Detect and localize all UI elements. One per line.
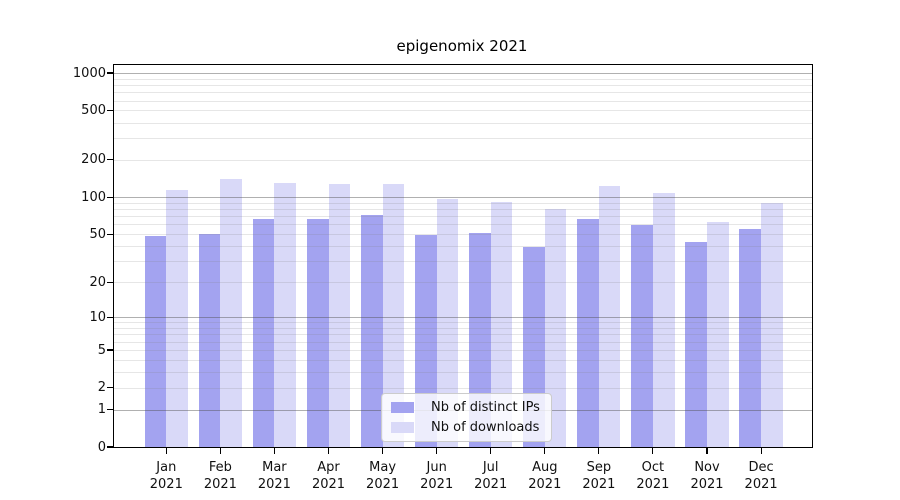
x-tick-label: Aug 2021 xyxy=(528,460,562,492)
legend-entry-downloads: Nb of downloads xyxy=(391,420,540,435)
x-tick-label: Dec 2021 xyxy=(744,460,778,492)
bar-distinct-ips-dec xyxy=(739,229,762,447)
bar-distinct-ips-may xyxy=(360,214,383,447)
bar-distinct-ips-mar xyxy=(252,218,275,447)
legend-swatch-downloads xyxy=(391,422,414,433)
minor-gridline xyxy=(114,78,812,80)
x-tick-mark xyxy=(436,448,438,454)
minor-gridline xyxy=(114,100,812,102)
x-tick-mark xyxy=(760,448,762,454)
y-tick-mark xyxy=(107,386,113,389)
bar-distinct-ips-oct xyxy=(631,225,653,447)
x-tick-label: Nov 2021 xyxy=(690,460,724,492)
x-tick-label: Jul 2021 xyxy=(474,460,508,492)
x-tick-mark xyxy=(219,448,221,454)
x-tick-mark xyxy=(165,448,167,454)
bar-distinct-ips-nov xyxy=(685,242,707,447)
y-tick-label: 0 xyxy=(97,439,106,455)
x-tick-mark xyxy=(382,448,384,454)
y-tick-mark xyxy=(107,446,113,448)
x-tick-label: Sep 2021 xyxy=(582,460,616,492)
y-tick-label: 1000 xyxy=(72,65,106,81)
bar-downloads-dec xyxy=(761,202,783,447)
x-tick-label: Feb 2021 xyxy=(203,460,237,492)
minor-gridline xyxy=(114,159,812,161)
x-tick-mark xyxy=(598,448,600,454)
legend-swatch-distinct-ips xyxy=(391,402,414,413)
legend-label-downloads: Nb of downloads xyxy=(431,420,540,435)
x-tick-mark xyxy=(652,448,654,454)
minor-gridline xyxy=(114,202,812,204)
minor-gridline xyxy=(114,138,812,139)
minor-gridline xyxy=(114,209,812,211)
bar-distinct-ips-jan xyxy=(144,236,167,447)
y-tick-mark xyxy=(107,159,113,161)
bar-downloads-jan xyxy=(166,190,188,447)
y-tick-label: 200 xyxy=(81,152,106,168)
minor-gridline xyxy=(114,85,812,86)
bar-downloads-oct xyxy=(652,192,675,447)
bar-downloads-mar xyxy=(274,183,297,447)
x-tick-mark xyxy=(544,448,546,454)
x-tick-mark xyxy=(490,448,492,454)
bar-downloads-feb xyxy=(220,179,242,447)
y-tick-label: 100 xyxy=(81,189,106,205)
bar-downloads-sep xyxy=(598,185,621,447)
x-tick-label: Mar 2021 xyxy=(257,460,291,492)
y-tick-label: 500 xyxy=(81,102,106,118)
y-tick-label: 1 xyxy=(97,402,106,417)
y-tick-mark xyxy=(107,349,113,351)
y-tick-mark xyxy=(107,196,113,198)
minor-gridline xyxy=(114,92,812,94)
bar-distinct-ips-feb xyxy=(198,234,221,447)
y-tick-label: 20 xyxy=(89,274,106,290)
y-tick-mark xyxy=(107,72,113,74)
y-tick-mark xyxy=(107,281,113,283)
y-tick-mark xyxy=(107,233,113,235)
legend-entry-distinct-ips: Nb of distinct IPs xyxy=(391,400,540,415)
chart-title: epigenomix 2021 xyxy=(396,37,528,55)
y-tick-mark xyxy=(107,408,113,411)
plot-area: Nb of distinct IPs Nb of downloads 0 1 2 5 1… xyxy=(73,64,813,492)
legend-label-distinct-ips: Nb of distinct IPs xyxy=(431,400,540,415)
bar-distinct-ips-sep xyxy=(577,219,599,447)
bar-downloads-apr xyxy=(328,183,351,447)
x-tick-label: Jan 2021 xyxy=(149,460,183,492)
y-tick-mark xyxy=(107,109,113,111)
legend: Nb of distinct IPs Nb of downloads xyxy=(381,393,552,442)
x-tick-mark xyxy=(273,448,275,454)
bar-downloads-jul xyxy=(490,201,513,447)
major-gridline xyxy=(114,73,812,74)
y-tick-label: 2 xyxy=(97,380,106,395)
minor-gridline xyxy=(114,122,812,124)
bar-downloads-may xyxy=(382,184,405,447)
minor-gridline xyxy=(114,216,812,218)
bar-downloads-aug xyxy=(544,209,567,447)
x-tick-label: Oct 2021 xyxy=(636,460,670,492)
y-tick-label: 5 xyxy=(97,342,106,358)
major-gridline xyxy=(114,197,812,199)
bar-downloads-jun xyxy=(436,198,459,447)
bar-distinct-ips-apr xyxy=(306,219,329,447)
x-tick-label: May 2021 xyxy=(366,460,400,492)
x-tick-mark xyxy=(706,448,708,454)
y-tick-mark xyxy=(107,316,113,318)
bar-downloads-nov xyxy=(707,221,729,447)
y-tick-label: 10 xyxy=(89,309,106,325)
x-tick-mark xyxy=(327,448,330,454)
x-tick-label: Jun 2021 xyxy=(420,460,454,492)
x-tick-label: Apr 2021 xyxy=(311,460,346,492)
minor-gridline xyxy=(114,110,812,112)
y-tick-label: 50 xyxy=(89,226,106,242)
